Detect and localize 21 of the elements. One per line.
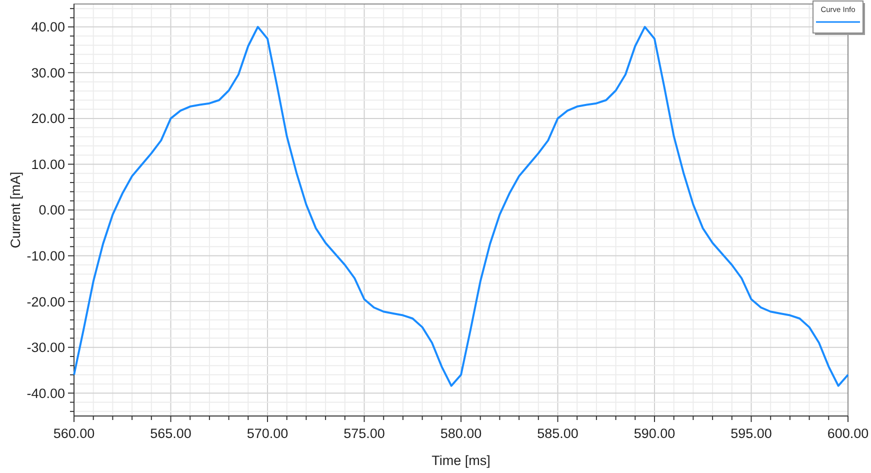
y-tick-label: 0.00	[38, 202, 65, 218]
x-tick-label: 585.00	[537, 426, 578, 441]
y-axis-title: Current [mA]	[8, 172, 23, 248]
y-tick-label: 10.00	[31, 156, 65, 172]
line-series	[73, 26, 849, 387]
x-tick-label: 580.00	[440, 426, 482, 441]
y-tick-label: -20.00	[26, 294, 65, 310]
x-tick-label: 565.00	[150, 426, 192, 441]
x-tick-label: 560.00	[53, 426, 95, 441]
y-tick-label: 40.00	[31, 20, 65, 35]
x-tick-label: 590.00	[634, 426, 676, 441]
y-tick-label: 30.00	[31, 65, 65, 80]
x-tick-label: 570.00	[246, 426, 288, 441]
x-axis-title: Time [ms]	[432, 453, 490, 468]
x-tick-label: 600.00	[827, 426, 869, 441]
x-tick-label: 595.00	[730, 426, 772, 441]
y-tick-label: -30.00	[26, 340, 65, 356]
x-tick-label: 575.00	[344, 426, 385, 441]
y-tick-label: -40.00	[26, 386, 65, 401]
y-tick-label: -10.00	[26, 248, 65, 264]
y-tick-label: 20.00	[31, 111, 65, 126]
